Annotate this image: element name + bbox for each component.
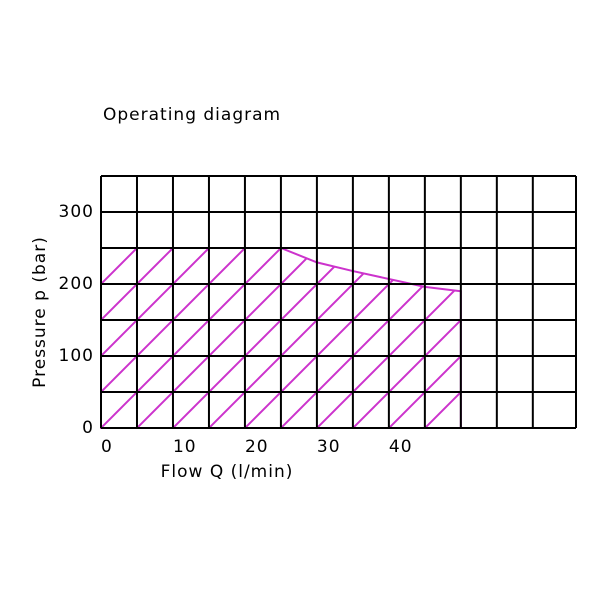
x-tick-label: 10 [173, 437, 197, 457]
x-tick-label: 0 [101, 437, 113, 457]
y-tick-label: 0 [82, 418, 94, 438]
x-axis-label: Flow Q (l/min) [161, 462, 294, 482]
y-tick-label: 100 [59, 346, 94, 366]
x-tick-label: 20 [245, 437, 269, 457]
x-tick-label: 40 [389, 437, 413, 457]
y-axis-label: Pressure p (bar) [30, 236, 50, 388]
x-tick-label: 30 [317, 437, 341, 457]
y-tick-label: 200 [59, 274, 94, 294]
chart-title: Operating diagram [103, 105, 281, 125]
y-tick-label: 300 [59, 202, 94, 222]
